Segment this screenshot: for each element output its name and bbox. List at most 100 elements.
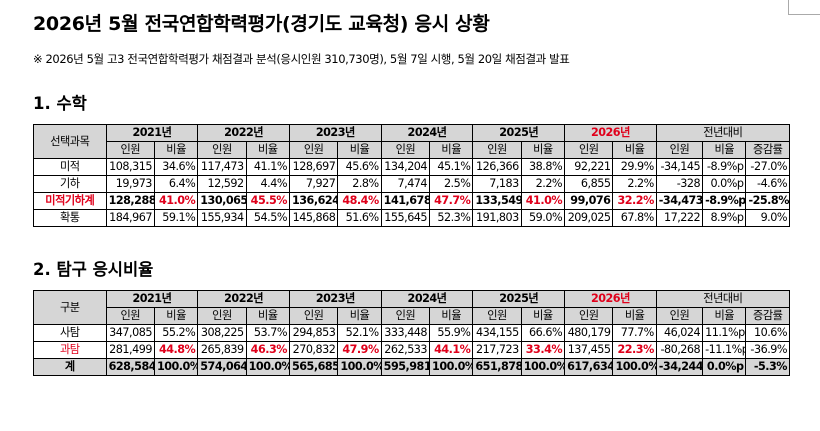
year-header: 2023년: [288, 290, 382, 308]
ratio-cell: 41.0%: [153, 192, 199, 210]
col-ratio: 비율: [245, 141, 290, 159]
ratio-cell: 100.0%: [245, 358, 290, 376]
value-cell: 128,288: [105, 192, 155, 210]
col-count: 인원: [197, 307, 247, 325]
value-cell: 628,584: [105, 358, 155, 376]
ratio-cell: 59.1%: [153, 209, 199, 227]
ratio-cell: 44.8%: [153, 341, 199, 359]
year-header-current: 2026년: [564, 124, 657, 142]
col-ratio: 비율: [612, 141, 657, 159]
ratio-cell: 2.2%: [520, 175, 566, 193]
year-header: 2024년: [380, 124, 474, 142]
value-cell: -328: [655, 175, 704, 193]
col-ratio: 비율: [612, 307, 657, 325]
table-row: 과탐 281,499 44.8% 265,839 46.3% 270,832 47.9% 26…: [33, 341, 790, 359]
ratio-cell: 48.4%: [337, 192, 382, 210]
value-cell: 92,221: [564, 158, 614, 176]
ratio-cell: 2.2%: [612, 175, 657, 193]
ratio-cell: 45.1%: [429, 158, 474, 176]
ratio-cell: 41.0%: [520, 192, 566, 210]
value-cell: 434,155: [472, 324, 522, 342]
value-cell: 99,076: [564, 192, 614, 210]
value-cell: -80,268: [655, 341, 704, 359]
ratio-cell: 45.6%: [337, 158, 382, 176]
col-count: 인원: [564, 307, 614, 325]
value-cell: 7,474: [380, 175, 431, 193]
value-cell: 0.0%p: [702, 358, 747, 376]
value-cell: 141,678: [380, 192, 431, 210]
value-cell: 126,366: [472, 158, 522, 176]
ratio-cell: 4.4%: [245, 175, 290, 193]
diff-header: 전년대비: [655, 290, 791, 308]
col-ratio: 비율: [702, 307, 747, 325]
value-cell: 294,853: [288, 324, 339, 342]
subheader-row: 인원 비율 인원 비율 인원 비율 인원 비율 인원 비율 인원 비율 인원 비…: [34, 141, 790, 159]
year-header: 2021년: [105, 124, 199, 142]
value-cell: 6,855: [564, 175, 614, 193]
value-cell: 217,723: [472, 341, 522, 359]
ratio-cell: 52.1%: [337, 324, 382, 342]
value-cell: 117,473: [197, 158, 247, 176]
ratio-cell: 100.0%: [337, 358, 382, 376]
value-cell: 574,064: [197, 358, 247, 376]
value-cell: 7,183: [472, 175, 522, 193]
value-cell: -8.9%p: [702, 158, 747, 176]
col-count: 인원: [197, 141, 247, 159]
value-cell: 17,222: [655, 209, 704, 227]
ratio-cell: 77.7%: [612, 324, 657, 342]
row-label: 기하: [33, 175, 107, 193]
ratio-cell: 6.4%: [153, 175, 199, 193]
value-cell: 651,878: [472, 358, 522, 376]
value-cell: 308,225: [197, 324, 247, 342]
year-header: 2025년: [472, 290, 566, 308]
col-ratio: 비율: [702, 141, 747, 159]
ratio-cell: 33.4%: [520, 341, 566, 359]
year-header: 2022년: [197, 290, 290, 308]
value-cell: -34,145: [655, 158, 704, 176]
value-cell: 134,204: [380, 158, 431, 176]
year-header: 2023년: [288, 124, 382, 142]
table-row: 기하 19,973 6.4% 12,592 4.4% 7,927 2.8% 7,474 2.5%…: [33, 175, 790, 193]
value-cell: -8.9%p: [702, 192, 747, 210]
value-cell: 46,024: [655, 324, 704, 342]
ratio-cell: 100.0%: [612, 358, 657, 376]
ratio-cell: 55.2%: [153, 324, 199, 342]
value-cell: 281,499: [105, 341, 155, 359]
ratio-cell: 2.8%: [337, 175, 382, 193]
subheader-row: 인원 비율 인원 비율 인원 비율 인원 비율 인원 비율 인원 비율 인원 비…: [34, 307, 790, 325]
col-count: 인원: [472, 307, 522, 325]
ratio-cell: 100.0%: [153, 358, 199, 376]
value-cell: 209,025: [564, 209, 614, 227]
ratio-cell: 41.1%: [245, 158, 290, 176]
value-cell: -4.6%: [745, 175, 790, 193]
row-label: 미적: [33, 158, 107, 176]
value-cell: 19,973: [105, 175, 155, 193]
value-cell: 265,839: [197, 341, 247, 359]
col-ratio: 비율: [337, 307, 382, 325]
col-count: 인원: [380, 307, 431, 325]
year-header-current: 2026년: [564, 290, 657, 308]
ratio-cell: 59.0%: [520, 209, 566, 227]
col-ratio: 비율: [153, 141, 199, 159]
value-cell: -34,473: [655, 192, 704, 210]
value-cell: 565,685: [288, 358, 339, 376]
ratio-cell: 22.3%: [612, 341, 657, 359]
value-cell: 128,697: [288, 158, 339, 176]
col-count: 인원: [105, 307, 155, 325]
ratio-cell: 53.7%: [245, 324, 290, 342]
ratio-cell: 46.3%: [245, 341, 290, 359]
value-cell: 108,315: [105, 158, 155, 176]
row-label: 과탐: [33, 341, 107, 359]
value-cell: 155,934: [197, 209, 247, 227]
ratio-cell: 54.5%: [245, 209, 290, 227]
section-heading-math: 1. 수학: [33, 94, 87, 113]
col-count: 인원: [655, 307, 704, 325]
ratio-cell: 100.0%: [520, 358, 566, 376]
value-cell: -5.3%: [745, 358, 790, 376]
col-ratio: 비율: [520, 307, 566, 325]
value-cell: -11.1%p: [702, 341, 747, 359]
value-cell: 133,549: [472, 192, 522, 210]
col-ratio: 비율: [429, 307, 474, 325]
table-row: 확통 184,967 59.1% 155,934 54.5% 145,868 51.6% 15…: [33, 209, 790, 227]
row-label: 확통: [33, 209, 107, 227]
